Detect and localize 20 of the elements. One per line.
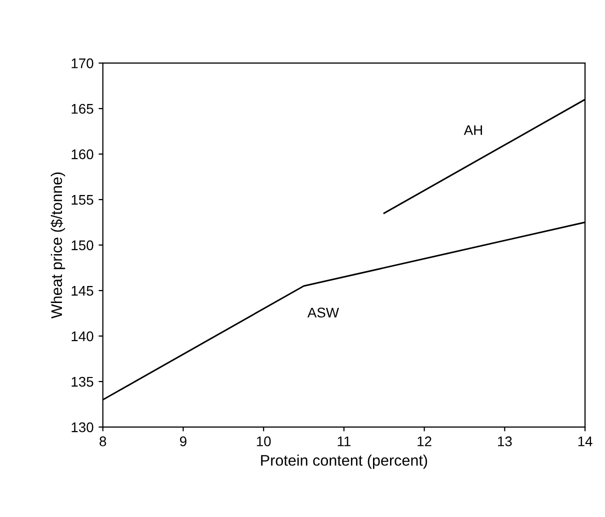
series-label: ASW	[307, 308, 339, 318]
y-tick-label: 170	[72, 58, 94, 68]
y-tick-label: 145	[72, 286, 94, 296]
y-tick-label: 150	[72, 240, 94, 250]
y-tick-label: 130	[72, 422, 94, 432]
y-axis-title: Wheat price ($/tonne)	[50, 172, 66, 318]
x-tick-label: 14	[578, 436, 592, 446]
y-tick-label: 160	[72, 149, 94, 160]
series-label: AH	[464, 125, 482, 135]
x-tick-label: 11	[338, 436, 350, 446]
x-tick-label: 12	[418, 436, 432, 446]
x-axis-title: Protein content (percent)	[261, 454, 428, 469]
y-tick-label: 155	[72, 195, 94, 205]
x-tick-label: 13	[498, 436, 512, 446]
y-tick-label: 165	[72, 104, 94, 114]
x-tick-label: 8	[100, 436, 106, 446]
y-tick-label: 135	[72, 376, 94, 387]
x-tick-label: 10	[256, 436, 271, 446]
x-tick-label: 9	[180, 436, 186, 446]
y-tick-label: 140	[72, 331, 94, 342]
